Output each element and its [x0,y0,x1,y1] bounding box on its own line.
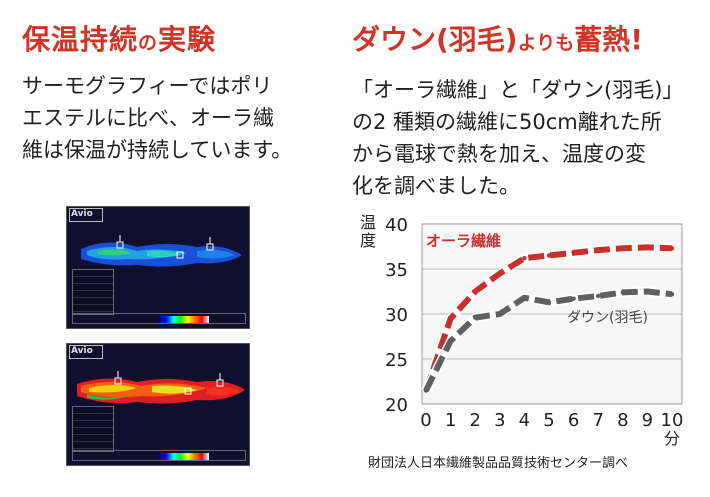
thermography-image-aura: Avio [66,343,250,466]
data-point [571,296,576,301]
data-point [473,315,478,320]
y-tick-label: 20 [385,395,408,416]
data-point [522,256,527,261]
x-tick-label: 8 [617,410,628,431]
x-tick-label: 7 [592,410,603,431]
data-point [645,289,650,294]
x-tick-label: 4 [519,410,530,431]
x-tick-label: 5 [543,410,554,431]
thermal-stats-panel [72,406,114,452]
data-point [669,246,675,251]
y-tick-label: 25 [385,350,408,371]
left-text-line: エステルに比べ、オーラ繊 [22,106,274,130]
data-point [546,253,552,258]
data-point [596,293,601,299]
data-point [645,245,650,250]
x-tick-label: 1 [445,410,456,431]
data-point [571,250,576,255]
thermal-fabric-cool [81,235,242,267]
thermal-status-bar [72,450,246,461]
series-label-aura: オーラ繊維 [426,232,501,250]
data-point [522,295,527,300]
left-text-line: サーモグラフィーではポリ [22,74,273,98]
right-text-line: から電球で熱を加え、温度の変 [352,142,646,166]
data-point [620,290,625,295]
right-description: 「オーラ繊維」と「ダウン(羽毛)」 の2 種類の繊維に50cm離れた所 から電球… [352,74,697,202]
thermal-brand-label: Avio [71,346,93,356]
y-tick-label: 40 [385,215,408,236]
thermal-color-scale [159,453,209,460]
data-point [423,388,429,393]
x-tick-label: 6 [568,410,579,431]
thermal-brand-label: Avio [71,209,93,219]
data-point [448,338,453,344]
x-tick-label: 3 [494,410,505,431]
source-credit: 財団法人日本繊維製品品質技術センター調べ [368,456,629,471]
right-text-line: の2 種類の繊維に50cm離れた所 [352,110,662,134]
y-tick-label: 35 [385,260,408,281]
right-text-line: 化を調べました。 [352,174,520,198]
right-text-line: 「オーラ繊維」と「ダウン(羽毛)」 [352,78,684,102]
thermal-status-bar [72,313,246,324]
data-point [497,311,502,317]
left-title: 保温持続の実験 [22,23,217,56]
x-tick-label: 9 [642,410,653,431]
data-point [669,292,675,297]
thermal-stats-panel [72,269,114,315]
x-tick-label: 2 [469,410,480,431]
x-axis-label: 分 [664,429,680,448]
x-tick-label: 0 [420,410,431,431]
data-point [596,247,601,253]
y-tick-label: 30 [385,305,408,326]
data-point [473,289,478,294]
y-axis-label: 度 [360,231,376,250]
data-point [546,300,552,305]
thermal-fabric-hot [77,371,245,404]
data-point [497,271,502,276]
y-axis-label: 温 [360,213,376,232]
left-description: サーモグラフィーではポリ エステルに比べ、オーラ繊 維は保温が持続しています。 [22,70,322,166]
series-line-aura [423,244,673,392]
data-point [620,246,625,251]
x-tick-label: 10 [661,410,684,431]
series-label-down: ダウン(羽毛) [567,310,648,326]
right-title: ダウン(羽毛)よりも蓄熱! [352,23,644,56]
data-point [448,316,453,321]
thermal-color-scale [159,316,209,323]
thermography-image-polyester: Avio [66,206,250,329]
left-text-line: 維は保温が持続しています。 [22,138,293,162]
